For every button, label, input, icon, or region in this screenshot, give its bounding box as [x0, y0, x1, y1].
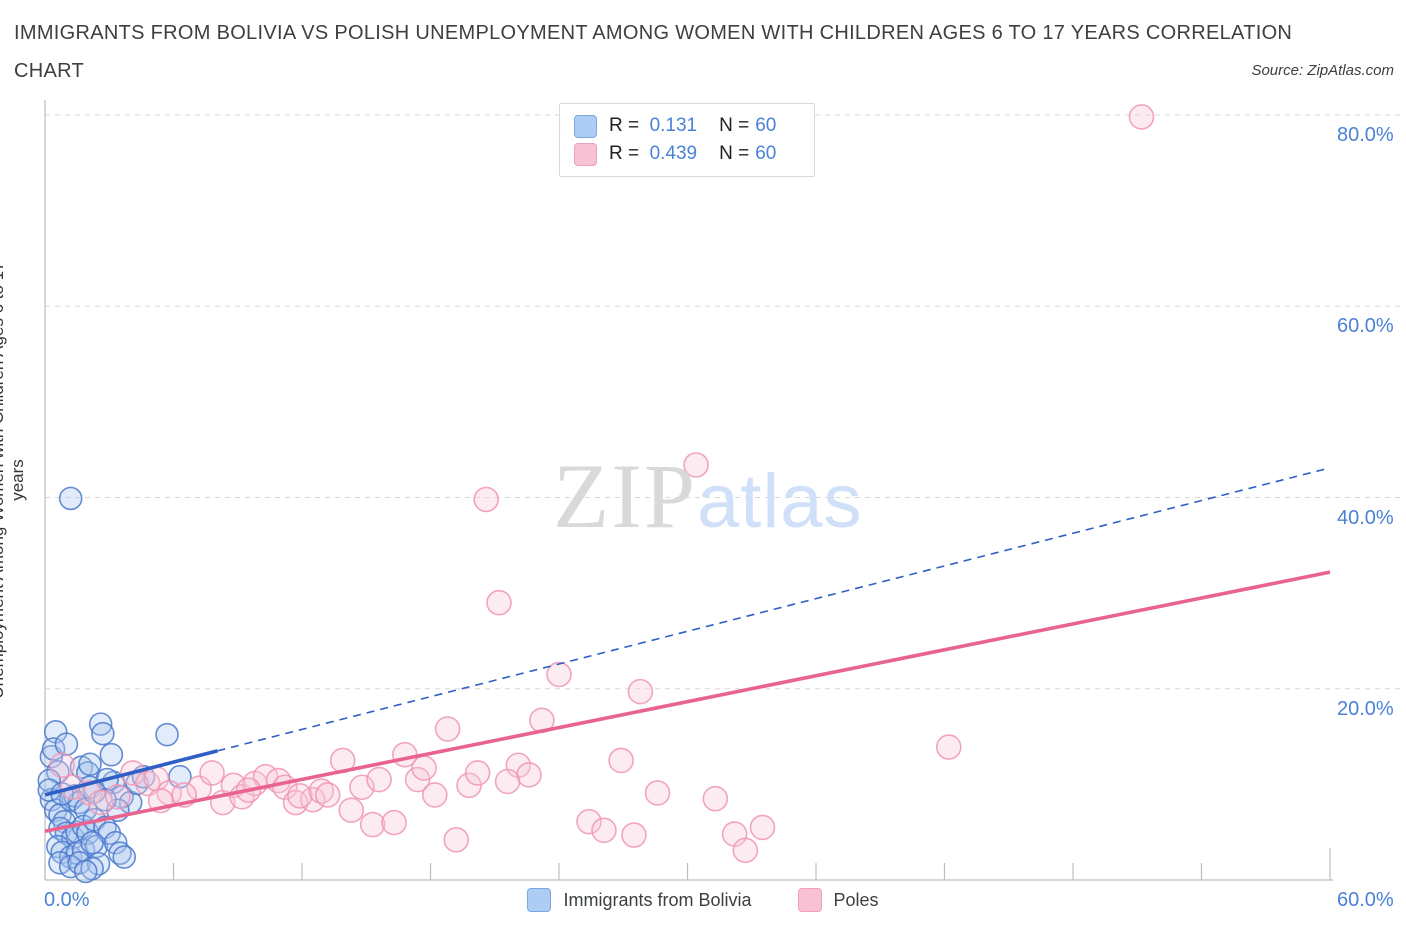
- bolivia-legend-swatch-icon: [527, 888, 552, 912]
- r-label: R =: [609, 115, 640, 136]
- bottom-legend: Immigrants from Bolivia Poles: [0, 888, 1406, 912]
- poles-legend-label: Poles: [833, 889, 879, 910]
- scatter-point-bolivia: [91, 721, 115, 746]
- scatter-point-poles: [1128, 104, 1155, 130]
- scatter-point-bolivia: [112, 845, 137, 869]
- correlation-legend-box: R = 0.131 N = 60 R = 0.439 N = 60: [559, 103, 815, 177]
- scatter-point-poles: [546, 661, 572, 688]
- scatter-point-poles: [381, 809, 407, 836]
- scatter-point-poles: [49, 752, 75, 779]
- n-label: N =: [719, 143, 750, 164]
- poles-legend-swatch-icon: [797, 888, 822, 912]
- y-tick-label-20.0%: 20.0%: [1337, 697, 1394, 720]
- scatter-point-poles: [464, 760, 491, 786]
- legend-row-poles: R = 0.439 N = 60: [574, 140, 800, 168]
- scatter-point-bolivia: [58, 486, 83, 511]
- scatter-point-poles: [576, 808, 602, 835]
- scatter-point-poles: [87, 789, 114, 816]
- scatter-point-poles: [443, 827, 470, 853]
- scatter-point-poles: [935, 734, 962, 760]
- scatter-point-bolivia: [41, 737, 66, 761]
- y-tick-label-40.0%: 40.0%: [1337, 506, 1394, 529]
- scatter-point-poles: [199, 760, 225, 786]
- scatter-point-poles: [434, 716, 461, 742]
- scatter-point-poles: [486, 589, 512, 616]
- legend-item-poles: Poles: [797, 888, 879, 912]
- scatter-point-poles: [359, 811, 386, 838]
- scatter-point-bolivia: [99, 742, 124, 767]
- n-value: 60: [755, 143, 777, 164]
- trend-line-poles-solid: [44, 570, 1331, 833]
- x-axis-min-label: 0.0%: [44, 889, 90, 911]
- n-value: 60: [755, 115, 777, 136]
- y-tick-label-80.0%: 80.0%: [1337, 124, 1394, 146]
- x-axis-max-label: 60.0%: [1337, 889, 1394, 911]
- scatter-point-bolivia: [54, 732, 79, 757]
- scatter-point-poles: [314, 782, 341, 808]
- scatter-point-bolivia: [155, 722, 179, 747]
- y-axis-title: Unemployment Among Women with Children A…: [0, 261, 27, 699]
- scatter-point-poles: [749, 814, 776, 841]
- scatter-point-bolivia: [93, 787, 117, 812]
- scatter-point-poles: [338, 797, 365, 823]
- n-label: N =: [719, 115, 750, 136]
- source-credit: Source: ZipAtlas.com: [1251, 62, 1394, 79]
- scatter-point-poles: [366, 766, 392, 793]
- page-title: IMMIGRANTS FROM BOLIVIA VS POLISH UNEMPL…: [14, 22, 1293, 44]
- scatter-point-poles: [702, 785, 729, 812]
- scatter-point-bolivia: [108, 841, 132, 866]
- scatter-point-poles: [644, 780, 671, 806]
- legend-row-bolivia: R = 0.131 N = 60: [574, 112, 800, 140]
- scatter-point-bolivia: [78, 752, 102, 777]
- r-value: 0.131: [649, 115, 698, 136]
- r-value: 0.439: [649, 143, 698, 164]
- scatter-point-poles: [473, 486, 499, 513]
- scatter-point-poles: [135, 770, 161, 797]
- page-subtitle: CHART: [14, 60, 85, 82]
- scatter-point-poles: [591, 817, 617, 844]
- trend-line-bolivia-solid: [44, 749, 218, 797]
- scatter-point-poles: [621, 822, 647, 848]
- scatter-point-poles: [105, 784, 131, 810]
- trend-line-bolivia-dashed: [217, 467, 1331, 752]
- y-tick-label-60.0%: 60.0%: [1337, 315, 1394, 338]
- scatter-point-poles: [421, 782, 448, 808]
- scatter-point-poles: [77, 780, 103, 806]
- scatter-point-bolivia: [73, 859, 98, 884]
- scatter-point-poles: [456, 772, 482, 799]
- scatter-point-poles: [287, 783, 313, 809]
- scatter-point-bolivia: [80, 830, 104, 855]
- poles-swatch-icon: [574, 142, 597, 166]
- scatter-point-bolivia: [88, 712, 113, 736]
- bolivia-legend-label: Immigrants from Bolivia: [563, 889, 752, 910]
- scatter-point-poles: [732, 837, 759, 864]
- scatter-point-poles: [516, 762, 542, 788]
- legend-item-bolivia: Immigrants from Bolivia: [527, 888, 752, 912]
- bolivia-swatch-icon: [574, 114, 597, 138]
- scatter-point-poles: [627, 678, 654, 705]
- r-label: R =: [609, 143, 640, 164]
- scatter-point-poles: [494, 768, 521, 795]
- scatter-point-poles: [608, 747, 634, 774]
- scatter-point-poles: [683, 452, 709, 478]
- scatter-point-poles: [411, 755, 437, 781]
